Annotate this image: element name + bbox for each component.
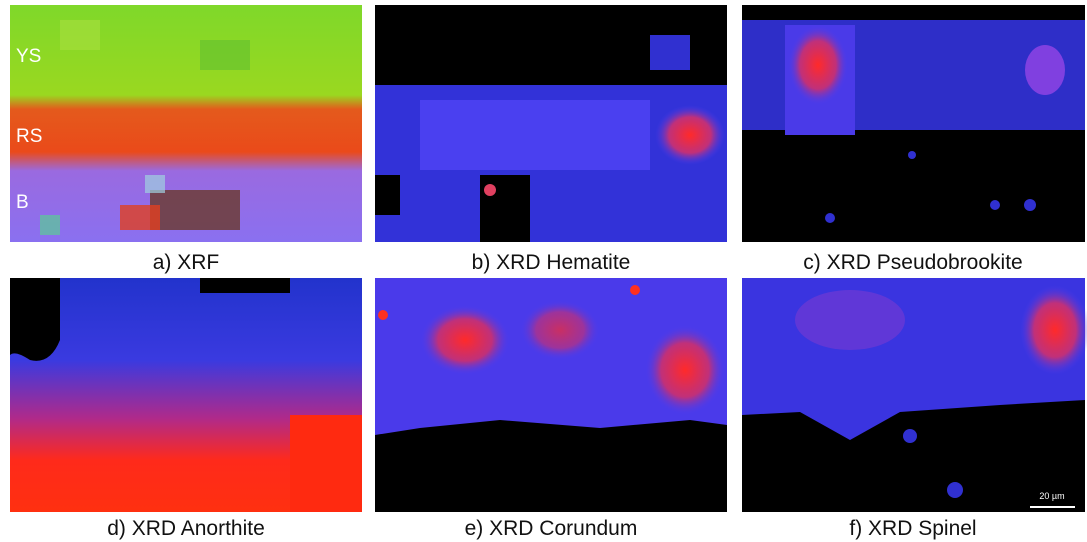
caption: b) XRD Hematite (472, 251, 631, 274)
region-label: B (16, 192, 29, 213)
scale-label: 20 µm (1039, 491, 1064, 501)
panel-b (375, 5, 727, 242)
caption: c) XRD Pseudobrookite (803, 251, 1022, 274)
caption: f) XRD Spinel (849, 517, 976, 540)
caption: a) XRF (153, 251, 220, 274)
panel-a: YS RS B (10, 5, 362, 242)
caption: d) XRD Anorthite (107, 517, 265, 540)
panel-d (10, 278, 362, 512)
caption: e) XRD Corundum (465, 517, 638, 540)
panel-e (375, 278, 727, 512)
region-label: YS (16, 46, 41, 67)
region-label: RS (16, 126, 42, 147)
panel-f: 20 µm (742, 278, 1087, 512)
panel-c (742, 5, 1085, 242)
